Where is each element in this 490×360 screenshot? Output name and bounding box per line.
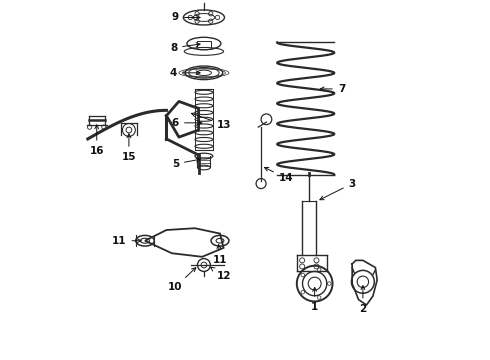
Text: 3: 3 bbox=[320, 179, 356, 200]
Text: 13: 13 bbox=[192, 113, 231, 130]
Text: 2: 2 bbox=[359, 286, 367, 314]
Text: 11: 11 bbox=[112, 236, 141, 246]
Text: 15: 15 bbox=[122, 134, 136, 162]
Text: 16: 16 bbox=[90, 125, 104, 156]
Text: 10: 10 bbox=[168, 268, 196, 292]
Text: 6: 6 bbox=[172, 118, 202, 128]
Text: 9: 9 bbox=[172, 13, 200, 22]
Text: 5: 5 bbox=[172, 158, 200, 169]
Text: 14: 14 bbox=[265, 167, 294, 183]
Text: 12: 12 bbox=[211, 267, 231, 282]
Text: 1: 1 bbox=[311, 288, 318, 312]
Text: 7: 7 bbox=[320, 84, 345, 94]
Text: 4: 4 bbox=[170, 68, 200, 78]
Text: 8: 8 bbox=[170, 43, 200, 53]
Text: 11: 11 bbox=[213, 244, 227, 265]
